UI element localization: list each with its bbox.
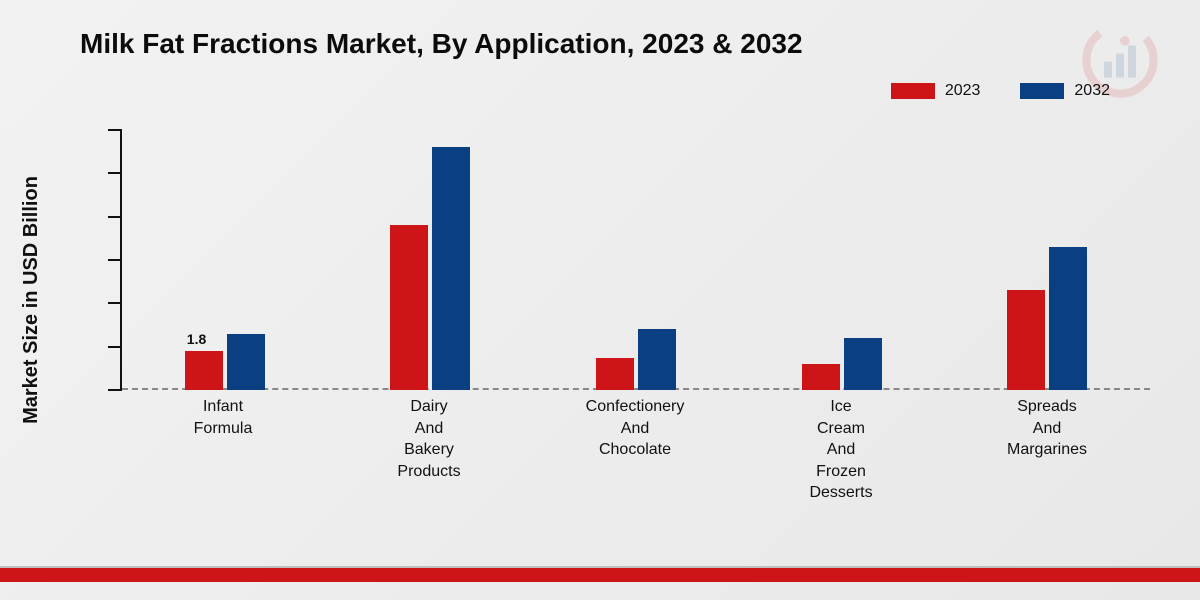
y-tick [108, 302, 122, 304]
plot-area: 1.8 [120, 130, 1150, 390]
legend-label-2032: 2032 [1074, 82, 1110, 100]
x-label: Ice Cream And Frozen Desserts [771, 396, 911, 504]
bar [185, 351, 223, 390]
x-label: Spreads And Margarines [977, 396, 1117, 504]
legend-swatch-2023 [891, 83, 935, 99]
bar [802, 364, 840, 390]
chart-title: Milk Fat Fractions Market, By Applicatio… [80, 28, 803, 60]
legend-swatch-2032 [1020, 83, 1064, 99]
legend: 2023 2032 [891, 82, 1110, 100]
x-label: Confectionery And Chocolate [565, 396, 705, 504]
x-labels: Infant Formula Dairy And Bakery Products C… [120, 396, 1150, 504]
bar-group [390, 147, 470, 390]
bar-group [596, 329, 676, 390]
bar-group [802, 338, 882, 390]
bar [1049, 247, 1087, 390]
bar-groups: 1.8 [122, 130, 1150, 390]
y-tick [108, 259, 122, 261]
bar [844, 338, 882, 390]
footer-bar [0, 568, 1200, 582]
bar [432, 147, 470, 390]
legend-item-2032: 2032 [1020, 82, 1110, 100]
y-tick [108, 216, 122, 218]
x-label: Infant Formula [153, 396, 293, 504]
x-label: Dairy And Bakery Products [359, 396, 499, 504]
y-tick [108, 389, 122, 391]
chart-container: Milk Fat Fractions Market, By Applicatio… [0, 0, 1200, 600]
legend-label-2023: 2023 [945, 82, 981, 100]
bar-group: 1.8 [185, 334, 265, 390]
bar [596, 358, 634, 391]
y-tick [108, 346, 122, 348]
y-tick [108, 129, 122, 131]
bar [1007, 290, 1045, 390]
bar [227, 334, 265, 390]
y-axis-label: Market Size in USD Billion [20, 176, 43, 424]
y-tick [108, 172, 122, 174]
value-label: 1.8 [187, 331, 206, 347]
bar-group [1007, 247, 1087, 390]
bar [390, 225, 428, 390]
bar [638, 329, 676, 390]
legend-item-2023: 2023 [891, 82, 981, 100]
